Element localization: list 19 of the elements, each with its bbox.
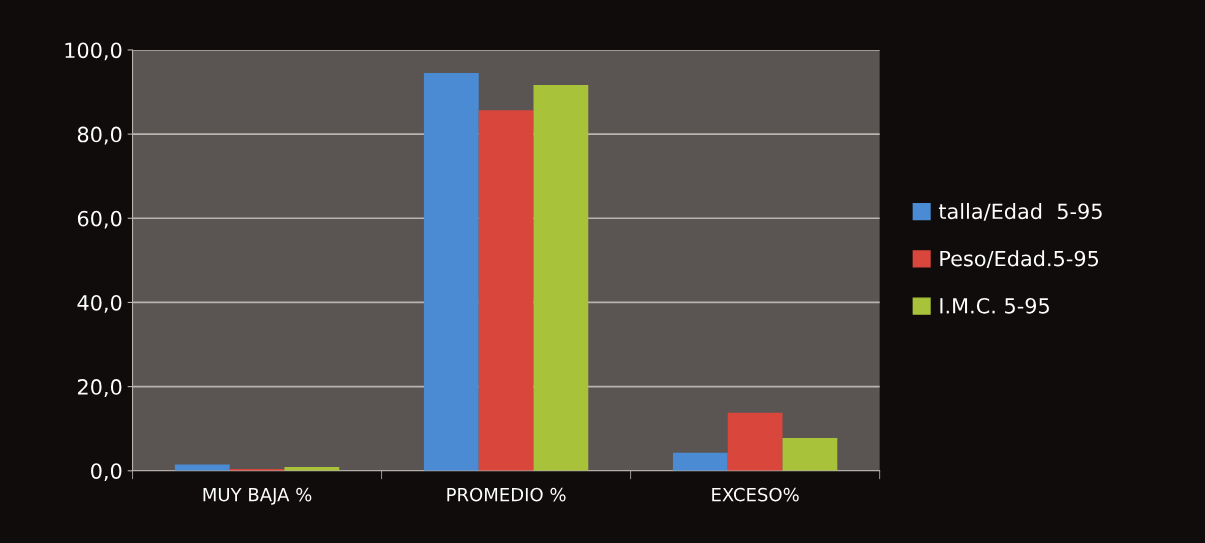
- y-tick-label: 100,0: [65, 42, 122, 61]
- legend-label: talla/Edad 5-95: [938, 203, 1102, 221]
- y-tick-label: 40,0: [77, 294, 122, 313]
- y-tick-label: 80,0: [77, 126, 122, 145]
- y-tick-label: 20,0: [77, 379, 122, 397]
- x-tick-label: PROMEDIO %: [447, 487, 566, 502]
- bar: [533, 84, 589, 471]
- bar: [423, 73, 479, 471]
- y-tick-label: 60,0: [77, 210, 122, 229]
- x-tick-label: EXCESO%: [712, 487, 799, 502]
- x-tick-label: MUY BAJA %: [203, 487, 312, 505]
- y-tick-label: 0,0: [91, 463, 122, 482]
- bar: [727, 412, 783, 471]
- bar: [478, 110, 534, 471]
- legend-label: Peso/Edad.5-95: [940, 250, 1099, 269]
- legend-label: I.M.C. 5-95: [940, 297, 1049, 314]
- bar: [782, 437, 838, 471]
- bar: [174, 464, 230, 471]
- bar: [672, 452, 728, 471]
